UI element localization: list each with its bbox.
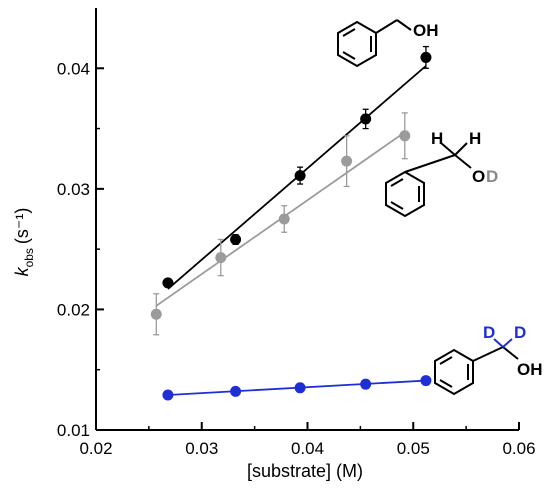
- series-2: [162, 375, 432, 401]
- x-axis-title: [substrate] (M): [247, 461, 363, 481]
- label-d-3a: D: [483, 323, 495, 342]
- data-point: [360, 378, 372, 390]
- data-point: [278, 213, 290, 225]
- aromatic-bond-2a: [390, 178, 404, 187]
- aromatic-bond-3c: [439, 379, 453, 388]
- cd-bond-3b: [502, 338, 513, 348]
- x-tick-label: 0.05: [397, 439, 430, 458]
- structure-benzyl-alcohol-d2: [434, 346, 519, 396]
- x-tick-label: 0.03: [185, 439, 218, 458]
- series-layer: [150, 45, 432, 401]
- data-point: [360, 113, 372, 125]
- structure-benzyl-alcohol: [337, 19, 412, 68]
- tick-group: [95, 67, 520, 431]
- y-axis-title-main: k: [12, 266, 32, 276]
- data-point: [341, 155, 353, 167]
- data-point: [162, 277, 174, 289]
- axes: [95, 8, 519, 431]
- data-point: [294, 382, 306, 394]
- label-oh-1: OH: [413, 21, 439, 40]
- data-point: [230, 233, 242, 245]
- structure-benzyl-alcohol-od: [385, 142, 472, 218]
- ch2-bond-1: [375, 19, 398, 34]
- data-point: [420, 51, 432, 63]
- tick-label-group: 0.02 0.03 0.04 0.05 0.060.010.020.030.04: [57, 59, 536, 458]
- data-point: [399, 130, 411, 142]
- y-axis-title-unit: (s⁻¹): [12, 208, 32, 244]
- y-tick-label: 0.04: [57, 59, 90, 78]
- label-d-3b: D: [514, 323, 526, 342]
- series-0: [162, 45, 432, 290]
- label-h-2b: H: [469, 129, 481, 148]
- cd-bonds-3: [493, 338, 513, 348]
- data-point: [420, 375, 432, 387]
- aromatic-bond-2c: [390, 201, 404, 210]
- cd-bond-3a: [493, 338, 504, 348]
- co-bond-2: [454, 154, 472, 169]
- x-tick-label: 0.06: [502, 439, 535, 458]
- aromatic-bond-3a: [439, 356, 453, 365]
- y-tick-label: 0.02: [57, 300, 90, 319]
- label-d-2: D: [486, 167, 498, 186]
- ch-bond-2b: [454, 142, 468, 156]
- y-axis-title-sub: obs: [22, 248, 36, 267]
- label-o-2: O: [472, 167, 485, 186]
- data-point: [162, 389, 174, 401]
- data-point: [215, 252, 227, 264]
- ch-bond-2a: [440, 142, 456, 156]
- series-1: [150, 112, 411, 336]
- y-tick-label: 0.01: [57, 421, 90, 440]
- y-tick-label: 0.03: [57, 180, 90, 199]
- data-point: [230, 385, 242, 397]
- label-h-2a: H: [431, 129, 443, 148]
- data-point: [294, 170, 306, 182]
- aromatic-bond-1a: [342, 28, 356, 37]
- ch2-bond-2: [404, 154, 456, 173]
- benzene-ring-2: [385, 170, 425, 218]
- data-point: [150, 308, 162, 320]
- y-axis-title: kobs (s⁻¹): [12, 208, 36, 277]
- co-bond-3: [502, 346, 519, 360]
- x-tick-label: 0.04: [291, 439, 324, 458]
- co-bond-1: [396, 19, 412, 31]
- cd2-bond-3: [472, 346, 504, 362]
- label-oh-3: OH: [517, 360, 543, 379]
- aromatic-bond-1c: [342, 51, 356, 60]
- x-tick-label: 0.02: [79, 439, 112, 458]
